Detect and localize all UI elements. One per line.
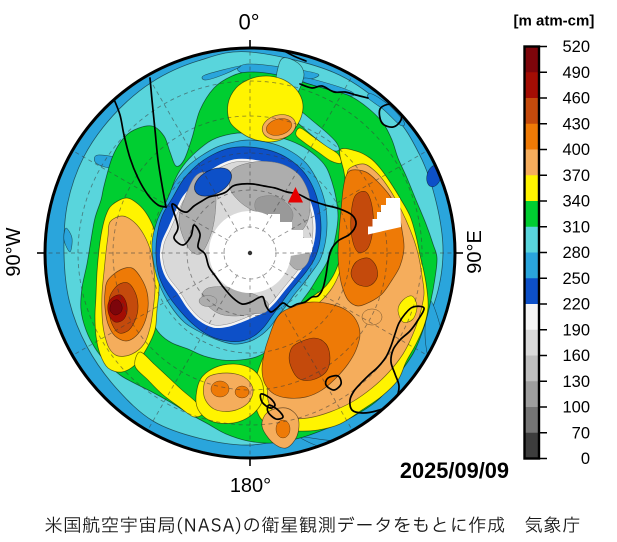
svg-text:490: 490 [562, 64, 590, 82]
svg-text:400: 400 [562, 141, 590, 159]
svg-text:90°E: 90°E [464, 230, 486, 274]
svg-text:250: 250 [562, 270, 590, 288]
svg-text:520: 520 [562, 38, 590, 56]
svg-text:460: 460 [562, 90, 590, 108]
svg-text:180°: 180° [230, 475, 271, 497]
svg-text:280: 280 [562, 244, 590, 262]
svg-text:190: 190 [562, 321, 590, 339]
svg-text:130: 130 [562, 373, 590, 391]
svg-text:0: 0 [581, 450, 590, 468]
svg-text:370: 370 [562, 167, 590, 185]
svg-text:220: 220 [562, 296, 590, 314]
svg-text:160: 160 [562, 347, 590, 365]
svg-text:90°W: 90°W [3, 227, 25, 276]
svg-text:0°: 0° [238, 10, 259, 35]
svg-text:[m atm-cm]: [m atm-cm] [514, 13, 595, 30]
svg-text:310: 310 [562, 218, 590, 236]
svg-text:70: 70 [572, 424, 590, 442]
svg-text:100: 100 [562, 399, 590, 417]
svg-text:430: 430 [562, 115, 590, 133]
svg-text:2025/09/09: 2025/09/09 [400, 458, 509, 483]
svg-text:340: 340 [562, 193, 590, 211]
